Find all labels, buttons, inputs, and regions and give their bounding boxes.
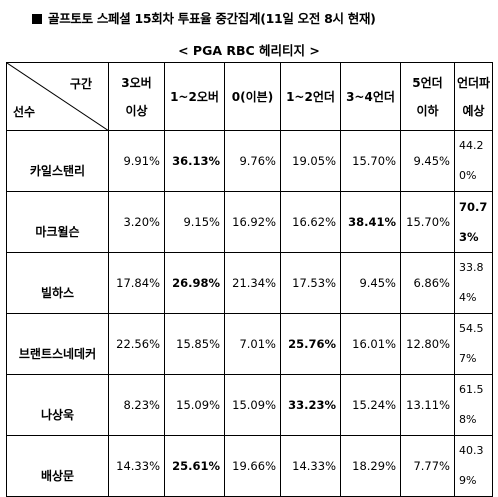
table-corner-cell: 구간 선수: [6, 62, 109, 131]
vote-rate-cell: 15.85%: [164, 313, 225, 375]
under-par-rate-value: 70.73%: [459, 200, 488, 244]
player-name: 빌하스: [6, 252, 109, 314]
column-header-line1: 언더파: [456, 75, 491, 90]
page-subtitle: < PGA RBC 헤리티지 >: [178, 43, 320, 58]
under-par-rate-cell: 40.39%: [454, 435, 493, 497]
vote-rate-cell: 17.84%: [108, 252, 165, 314]
table-row: 브랜트스네데커 22.56% 15.85% 7.01% 25.76% 16.01% 12.8…: [6, 313, 493, 375]
column-header-line2: 예상: [462, 103, 485, 118]
vote-rate-cell: 33.23%: [280, 374, 341, 436]
vote-rate-table: 구간 선수 3오버 이상 1~2오버 0(이븐) 1~2언더 3~4언더 5언더 이하 언더파 예…: [6, 62, 493, 497]
under-par-rate-cell: 44.20%: [454, 130, 493, 192]
under-par-rate-cell: 33.84%: [454, 252, 493, 314]
vote-rate-cell: 16.01%: [340, 313, 401, 375]
vote-rate-cell: 19.66%: [224, 435, 281, 497]
vote-rate-cell: 12.80%: [400, 313, 455, 375]
vote-rate-cell: 14.33%: [280, 435, 341, 497]
vote-rate-cell: 15.09%: [224, 374, 281, 436]
vote-rate-cell: 36.13%: [164, 130, 225, 192]
column-header-line1: 1~2언더: [286, 89, 335, 104]
column-header: 1~2언더: [280, 62, 341, 131]
vote-rate-cell: 8.23%: [108, 374, 165, 436]
vote-rate-cell: 15.09%: [164, 374, 225, 436]
under-par-rate-cell: 61.58%: [454, 374, 493, 436]
vote-rate-cell: 19.05%: [280, 130, 341, 192]
vote-rate-cell: 25.61%: [164, 435, 225, 497]
vote-rate-cell: 21.34%: [224, 252, 281, 314]
vote-rate-cell: 7.77%: [400, 435, 455, 497]
under-par-rate-value: 33.84%: [459, 261, 484, 304]
player-name: 브랜트스네데커: [6, 313, 109, 375]
column-header-line1: 3오버: [121, 75, 152, 90]
under-par-rate-value: 54.57%: [459, 322, 484, 365]
vote-rate-cell: 15.24%: [340, 374, 401, 436]
page-title: 골프토토 스페셜 15회차 투표율 중간집계(11일 오전 8시 현재): [32, 8, 376, 27]
table-row: 나상욱 8.23% 15.09% 15.09% 33.23% 15.24% 13.11% 61…: [6, 374, 493, 436]
under-par-rate-cell: 70.73%: [454, 191, 493, 253]
vote-rate-cell: 9.76%: [224, 130, 281, 192]
table-header-row: 구간 선수 3오버 이상 1~2오버 0(이븐) 1~2언더 3~4언더 5언더 이하 언더파 예…: [6, 62, 493, 131]
vote-rate-cell: 9.15%: [164, 191, 225, 253]
table-row: 배상문 14.33% 25.61% 19.66% 14.33% 18.29% 7.77% 40…: [6, 435, 493, 497]
vote-rate-cell: 25.76%: [280, 313, 341, 375]
under-par-rate-value: 44.20%: [459, 139, 484, 182]
column-header-line2: 이상: [125, 103, 148, 118]
column-header-line1: 5언더: [412, 75, 443, 90]
column-header-line1: 3~4언더: [346, 89, 395, 104]
table-row: 마크윌슨 3.20% 9.15% 16.92% 16.62% 38.41% 15.70% 70…: [6, 191, 493, 253]
under-par-rate-value: 40.39%: [459, 444, 484, 487]
vote-rate-cell: 6.86%: [400, 252, 455, 314]
vote-rate-cell: 15.70%: [400, 191, 455, 253]
vote-rate-cell: 16.92%: [224, 191, 281, 253]
column-header: 3~4언더: [340, 62, 401, 131]
square-bullet-icon: [32, 14, 42, 24]
vote-rate-cell: 9.45%: [400, 130, 455, 192]
vote-rate-cell: 14.33%: [108, 435, 165, 497]
corner-label-range: 구간: [69, 77, 92, 91]
under-par-rate-cell: 54.57%: [454, 313, 493, 375]
vote-rate-cell: 16.62%: [280, 191, 341, 253]
vote-rate-cell: 38.41%: [340, 191, 401, 253]
player-name: 카일스탠리: [6, 130, 109, 192]
column-header-line1: 0(이븐): [231, 89, 274, 104]
column-header-line1: 1~2오버: [170, 89, 219, 104]
corner-label-player: 선수: [13, 105, 36, 119]
vote-rate-cell: 17.53%: [280, 252, 341, 314]
table-row: 빌하스 17.84% 26.98% 21.34% 17.53% 9.45% 6.86% 33.…: [6, 252, 493, 314]
player-name: 마크윌슨: [6, 191, 109, 253]
player-name: 나상욱: [6, 374, 109, 436]
vote-rate-cell: 18.29%: [340, 435, 401, 497]
vote-rate-cell: 22.56%: [108, 313, 165, 375]
table-row: 카일스탠리 9.91% 36.13% 9.76% 19.05% 15.70% 9.45% 44…: [6, 130, 493, 192]
corner-diagonal-line: [7, 63, 108, 130]
under-par-rate-value: 61.58%: [459, 383, 484, 426]
page-title-text: 골프토토 스페셜 15회차 투표율 중간집계(11일 오전 8시 현재): [48, 11, 376, 26]
column-header: 0(이븐): [224, 62, 281, 131]
vote-rate-cell: 9.91%: [108, 130, 165, 192]
column-header-line2: 이하: [416, 103, 439, 118]
vote-rate-cell: 3.20%: [108, 191, 165, 253]
vote-rate-cell: 9.45%: [340, 252, 401, 314]
vote-rate-cell: 15.70%: [340, 130, 401, 192]
vote-rate-cell: 7.01%: [224, 313, 281, 375]
vote-rate-cell: 13.11%: [400, 374, 455, 436]
column-header: 1~2오버: [164, 62, 225, 131]
vote-rate-cell: 26.98%: [164, 252, 225, 314]
player-name: 배상문: [6, 435, 109, 497]
